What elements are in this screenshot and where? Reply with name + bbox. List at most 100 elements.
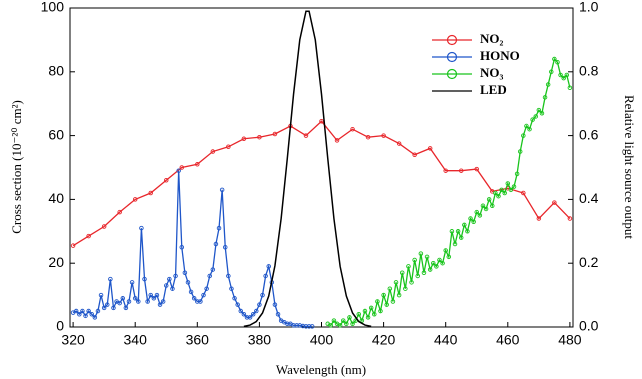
series-marker bbox=[195, 162, 200, 167]
series-marker bbox=[486, 197, 492, 202]
series-marker bbox=[465, 229, 470, 234]
series-marker bbox=[241, 136, 247, 142]
series-line bbox=[243, 10, 372, 328]
series-line bbox=[72, 170, 313, 328]
x-axis-label: Wavelength (nm) bbox=[276, 362, 366, 377]
series-marker bbox=[254, 308, 259, 314]
series-marker bbox=[291, 323, 296, 328]
series-marker bbox=[238, 308, 244, 314]
series-marker bbox=[362, 308, 368, 314]
series-marker bbox=[132, 296, 138, 301]
series-marker bbox=[490, 203, 495, 209]
series-line bbox=[327, 57, 571, 327]
x-tick-label: 460 bbox=[496, 332, 520, 348]
legend-marker bbox=[446, 68, 458, 80]
series-marker bbox=[455, 229, 461, 234]
series-line bbox=[72, 120, 571, 247]
series-marker bbox=[195, 299, 200, 304]
series-marker bbox=[477, 213, 483, 218]
series-marker bbox=[549, 69, 554, 75]
series-marker bbox=[179, 244, 185, 250]
series-marker bbox=[191, 296, 197, 301]
series-marker bbox=[303, 133, 309, 138]
series-marker bbox=[303, 324, 309, 329]
series-marker bbox=[564, 72, 570, 78]
series-marker bbox=[111, 305, 116, 311]
series-marker bbox=[235, 302, 240, 307]
series-marker bbox=[427, 146, 433, 151]
series-marker bbox=[226, 273, 231, 279]
series-marker bbox=[505, 181, 511, 186]
series-marker bbox=[210, 149, 216, 154]
series-marker bbox=[406, 264, 411, 269]
series-marker bbox=[179, 165, 185, 170]
series-marker bbox=[151, 296, 157, 301]
series-marker bbox=[496, 193, 501, 199]
series-marker bbox=[350, 321, 355, 327]
x-tick-label: 480 bbox=[558, 332, 582, 348]
series-marker bbox=[95, 308, 101, 314]
series-marker bbox=[319, 118, 324, 124]
series-marker bbox=[437, 257, 442, 263]
legend-label: NO₃ bbox=[480, 65, 504, 80]
series-marker bbox=[378, 308, 383, 314]
y-tick-label: 20 bbox=[48, 254, 64, 270]
series-marker bbox=[480, 203, 486, 209]
series-marker bbox=[294, 323, 299, 328]
series-marker bbox=[117, 300, 122, 306]
series-marker bbox=[365, 315, 371, 320]
series-marker bbox=[257, 302, 262, 307]
series-marker bbox=[431, 260, 436, 266]
series-marker bbox=[257, 134, 262, 140]
series-marker bbox=[263, 273, 268, 279]
series-marker bbox=[514, 171, 520, 177]
series-marker bbox=[77, 311, 82, 317]
series-marker bbox=[567, 216, 573, 221]
series-marker bbox=[452, 241, 458, 247]
series-marker bbox=[105, 302, 110, 307]
series-marker bbox=[101, 305, 107, 311]
x-tick-label: 380 bbox=[248, 332, 272, 348]
series-marker bbox=[247, 315, 253, 320]
series-marker bbox=[160, 299, 166, 304]
series-marker bbox=[210, 267, 216, 272]
series-marker bbox=[412, 152, 417, 157]
y2-tick-label: 0.8 bbox=[579, 63, 599, 79]
series-marker bbox=[148, 292, 153, 298]
series-marker bbox=[552, 200, 557, 205]
series-marker bbox=[306, 324, 312, 329]
series-marker bbox=[418, 251, 424, 256]
series-marker bbox=[381, 292, 386, 298]
x-tick-label: 440 bbox=[434, 332, 458, 348]
series-marker bbox=[219, 187, 225, 193]
series-marker bbox=[462, 222, 467, 228]
series-marker bbox=[241, 311, 247, 317]
x-tick-label: 320 bbox=[61, 332, 85, 348]
series-marker bbox=[375, 299, 380, 304]
series-marker bbox=[424, 254, 430, 260]
series-marker bbox=[555, 59, 560, 65]
series-marker bbox=[337, 323, 343, 328]
series-marker bbox=[123, 305, 129, 311]
series-marker bbox=[396, 141, 402, 146]
series-marker bbox=[384, 302, 389, 307]
series-marker bbox=[350, 126, 355, 132]
series-marker bbox=[145, 299, 150, 304]
series-marker bbox=[260, 292, 265, 298]
series-marker bbox=[309, 324, 315, 329]
series-marker bbox=[101, 224, 107, 229]
series-marker bbox=[139, 225, 144, 231]
x-tick-label: 400 bbox=[310, 332, 334, 348]
series-marker bbox=[331, 318, 337, 323]
series-marker bbox=[201, 292, 206, 298]
series-marker bbox=[427, 267, 433, 272]
series-marker bbox=[89, 311, 94, 317]
series-marker bbox=[567, 85, 573, 90]
series-marker bbox=[521, 133, 526, 138]
series-marker bbox=[136, 299, 141, 304]
series-marker bbox=[458, 235, 464, 240]
series-marker bbox=[185, 280, 191, 285]
y2-tick-label: 0.2 bbox=[579, 254, 599, 270]
series-marker bbox=[80, 308, 85, 314]
series-marker bbox=[207, 273, 212, 279]
